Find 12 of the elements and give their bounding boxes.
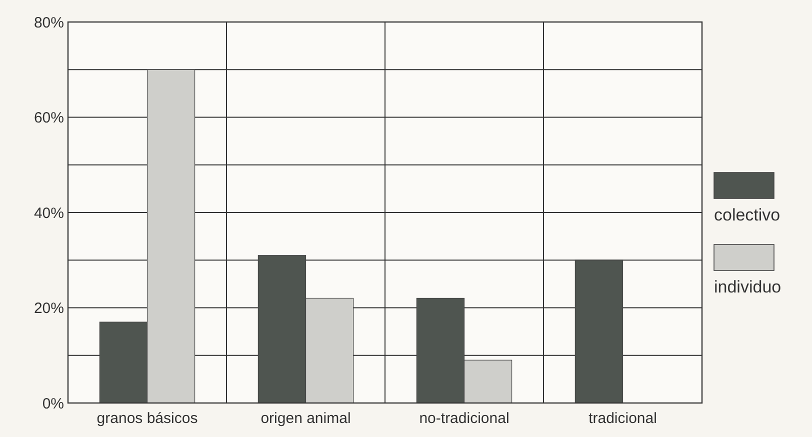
- x-tick-label: granos básicos: [96, 410, 198, 427]
- x-tick-label: tradicional: [588, 410, 657, 427]
- x-tick-label: no-tradicional: [419, 410, 510, 427]
- y-tick-label: 80%: [34, 14, 64, 32]
- legend-label: individuo: [714, 278, 782, 296]
- legend-label: colectivo: [714, 206, 780, 224]
- y-tick-label: 60%: [34, 110, 64, 126]
- bar: [574, 260, 624, 404]
- y-tick-label: 40%: [34, 204, 64, 222]
- y-tick-label: 20%: [34, 300, 64, 317]
- y-tick-label: 0%: [42, 395, 64, 412]
- x-tick-label: origen animal: [260, 410, 351, 427]
